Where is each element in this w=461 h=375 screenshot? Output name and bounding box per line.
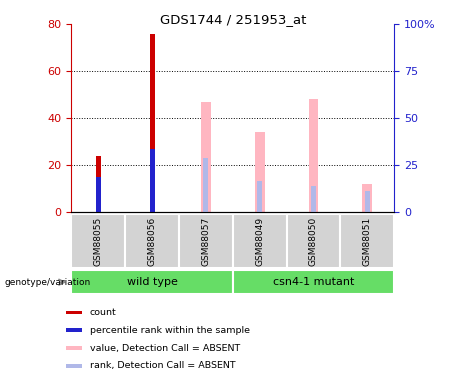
- Text: wild type: wild type: [127, 277, 177, 287]
- Bar: [201, 102, 211, 212]
- FancyBboxPatch shape: [233, 214, 287, 268]
- FancyBboxPatch shape: [179, 214, 233, 268]
- Text: value, Detection Call = ABSENT: value, Detection Call = ABSENT: [89, 344, 240, 352]
- Bar: [309, 99, 318, 212]
- Bar: [311, 186, 316, 212]
- Text: GSM88055: GSM88055: [94, 216, 103, 266]
- Text: genotype/variation: genotype/variation: [5, 278, 91, 286]
- FancyBboxPatch shape: [71, 214, 125, 268]
- Bar: [365, 191, 370, 212]
- Text: GSM88051: GSM88051: [363, 216, 372, 266]
- Text: GSM88056: GSM88056: [148, 216, 157, 266]
- Text: rank, Detection Call = ABSENT: rank, Detection Call = ABSENT: [89, 362, 235, 370]
- Text: percentile rank within the sample: percentile rank within the sample: [89, 326, 249, 335]
- Bar: [96, 156, 101, 212]
- Bar: [96, 177, 101, 212]
- Bar: [203, 158, 208, 212]
- Text: GSM88050: GSM88050: [309, 216, 318, 266]
- Bar: [66, 364, 82, 368]
- Text: csn4-1 mutant: csn4-1 mutant: [273, 277, 354, 287]
- Bar: [150, 34, 154, 212]
- FancyBboxPatch shape: [125, 214, 179, 268]
- Bar: [362, 184, 372, 212]
- FancyBboxPatch shape: [71, 270, 233, 294]
- Bar: [150, 148, 154, 212]
- Text: GSM88049: GSM88049: [255, 216, 264, 266]
- Text: count: count: [89, 308, 116, 317]
- Bar: [66, 328, 82, 332]
- Text: GDS1744 / 251953_at: GDS1744 / 251953_at: [160, 13, 306, 26]
- Bar: [66, 346, 82, 350]
- FancyBboxPatch shape: [233, 270, 394, 294]
- Bar: [66, 310, 82, 314]
- FancyBboxPatch shape: [340, 214, 394, 268]
- FancyBboxPatch shape: [287, 214, 340, 268]
- Bar: [257, 182, 262, 212]
- Bar: [255, 132, 265, 212]
- Text: GSM88057: GSM88057: [201, 216, 210, 266]
